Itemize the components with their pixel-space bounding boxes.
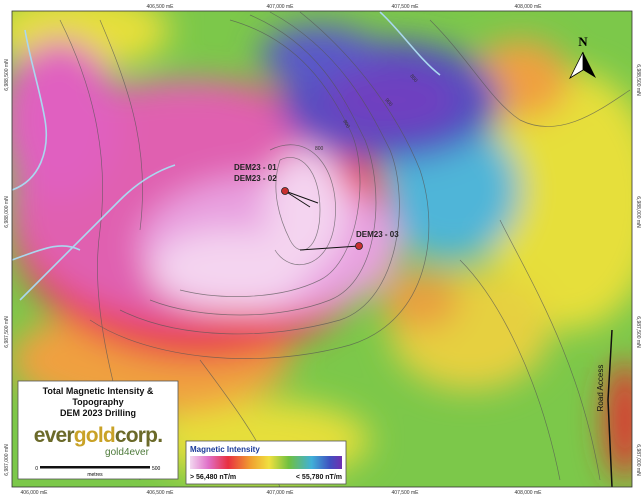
- color-ramp: [190, 456, 342, 469]
- logo-part: corp.: [115, 424, 162, 447]
- grid-label: 408,000 mE: [515, 4, 543, 10]
- contours: [59, 11, 631, 487]
- grid-label: 407,000 mE: [267, 4, 295, 10]
- drill-collar: [355, 242, 363, 250]
- title-line: Topography: [72, 397, 123, 407]
- logo-tagline: gold4ever: [105, 447, 150, 458]
- contour-label: 900: [341, 119, 350, 129]
- legend-high: > 56,480 nT/m: [190, 474, 236, 481]
- grid-label: 6,988,500 mN: [4, 59, 10, 91]
- road: [607, 329, 613, 487]
- grid-label: 407,000 mE: [267, 490, 295, 496]
- grid-label: 6,988,500 mN: [635, 64, 641, 96]
- grid-label: 408,000 mE: [515, 490, 543, 496]
- road-label: Road Access: [596, 365, 605, 412]
- drill-holes: DEM23 - 01 DEM23 - 02 DEM23 - 03: [234, 163, 399, 251]
- logo: evergoldcorp.: [34, 424, 162, 447]
- rivers: [12, 11, 441, 301]
- title-line: DEM 2023 Drilling: [60, 408, 136, 418]
- scale-unit: metres: [87, 472, 103, 478]
- drill-collar: [281, 187, 289, 195]
- title-box: Total Magnetic Intensity & Topography DE…: [17, 380, 179, 480]
- grid-label: 6,988,000 mN: [4, 196, 10, 228]
- drill-label: DEM23 - 03: [356, 230, 399, 239]
- scale-start: 0: [35, 466, 38, 472]
- contour-label: 800: [315, 146, 324, 152]
- grid-label: 406,500 mE: [147, 4, 175, 10]
- grid-label: 6,988,000 mN: [635, 196, 641, 228]
- legend-low: < 55,780 nT/m: [296, 474, 342, 481]
- grid-label: 6,987,000 mN: [635, 444, 641, 476]
- intensity-legend: Magnetic Intensity > 56,480 nT/m < 55,78…: [185, 440, 347, 485]
- grid-label: 6,987,500 mN: [4, 316, 10, 348]
- grid-label: 6,987,500 mN: [635, 316, 641, 348]
- grid-label: 6,987,000 mN: [4, 444, 10, 476]
- grid-label: 406,500 mE: [147, 490, 175, 496]
- contour-label: 900: [383, 97, 393, 107]
- legend-title: Magnetic Intensity: [190, 445, 260, 454]
- title-line: Total Magnetic Intensity &: [43, 386, 154, 396]
- logo-part: ever: [34, 424, 75, 447]
- grid-label: 407,500 mE: [392, 490, 420, 496]
- scale-end: 500: [152, 466, 161, 472]
- north-arrow: N: [569, 34, 596, 80]
- logo-part: gold: [74, 424, 115, 447]
- grid-label: 406,000 mE: [21, 490, 49, 496]
- grid-label: 407,500 mE: [392, 4, 420, 10]
- grid-labels: 406,500 mE 407,000 mE 407,500 mE 408,000…: [4, 4, 641, 496]
- drill-label: DEM23 - 01: [234, 163, 277, 172]
- contour-label: 850: [408, 73, 418, 83]
- north-label: N: [578, 34, 588, 49]
- drill-label: DEM23 - 02: [234, 174, 277, 183]
- scale-bar: [40, 466, 150, 469]
